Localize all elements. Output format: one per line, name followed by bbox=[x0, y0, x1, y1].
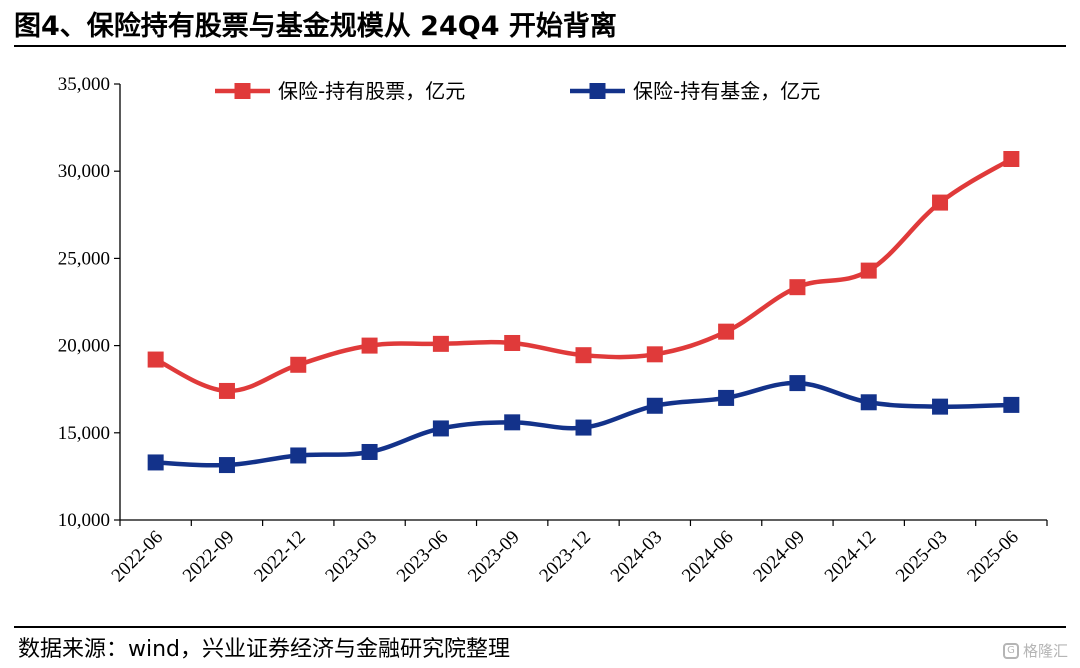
data-point bbox=[432, 335, 449, 352]
x-tick-label: 2022-09 bbox=[179, 527, 239, 587]
legend: 保险-持有股票，亿元 保险-持有基金，亿元 bbox=[215, 79, 820, 103]
legend-label: 保险-持有股票，亿元 bbox=[278, 79, 465, 103]
y-tick-label: 25,000 bbox=[58, 248, 110, 269]
data-point bbox=[789, 375, 806, 392]
data-point bbox=[860, 394, 877, 411]
x-tick-label: 2024-09 bbox=[749, 527, 809, 587]
data-point bbox=[361, 337, 378, 354]
watermark-logo-icon: G bbox=[1002, 642, 1019, 659]
data-point bbox=[1003, 150, 1020, 167]
y-tick-label: 10,000 bbox=[58, 510, 110, 531]
x-tick-label: 2024-03 bbox=[607, 527, 667, 587]
watermark: G 格隆汇 bbox=[1002, 640, 1068, 661]
series-layer bbox=[147, 150, 1020, 474]
data-point bbox=[860, 262, 877, 279]
legend-item-2: 保险-持有基金，亿元 bbox=[570, 79, 820, 103]
data-point bbox=[432, 420, 449, 437]
data-point bbox=[789, 279, 806, 296]
x-tick-label: 2023-03 bbox=[321, 527, 381, 587]
data-point bbox=[361, 443, 378, 460]
data-point bbox=[646, 397, 663, 414]
chart-title: 图4、保险持有股票与基金规模从 24Q4 开始背离 bbox=[14, 11, 617, 42]
data-point bbox=[932, 398, 949, 415]
data-point bbox=[504, 414, 521, 431]
x-tick-label: 2024-12 bbox=[821, 527, 881, 587]
x-tick-label: 2025-06 bbox=[963, 527, 1023, 587]
x-tick-label: 2022-06 bbox=[108, 527, 168, 587]
x-tick-label: 2023-09 bbox=[464, 527, 524, 587]
data-point bbox=[932, 194, 949, 211]
x-tick-label: 2023-06 bbox=[393, 527, 453, 587]
source-divider bbox=[14, 626, 1066, 628]
x-tick-label: 2024-06 bbox=[678, 527, 738, 587]
title-underline bbox=[14, 45, 1066, 47]
data-point bbox=[290, 356, 307, 373]
data-point bbox=[504, 334, 521, 351]
legend-swatch-marker bbox=[234, 83, 251, 99]
y-tick-label: 35,000 bbox=[58, 74, 110, 95]
x-tick-label: 2025-03 bbox=[892, 527, 952, 587]
data-point bbox=[218, 382, 235, 399]
data-source-note: 数据来源：wind，兴业证券经济与金融研究院整理 bbox=[18, 637, 511, 662]
data-point bbox=[1003, 396, 1020, 413]
y-tick-label: 15,000 bbox=[58, 423, 110, 444]
data-point bbox=[575, 419, 592, 436]
series-2 bbox=[147, 375, 1020, 474]
x-tick-label: 2022-12 bbox=[250, 527, 310, 587]
watermark-text: 格隆汇 bbox=[1022, 642, 1068, 660]
legend-item-1: 保险-持有股票，亿元 bbox=[215, 79, 465, 103]
data-point bbox=[147, 454, 164, 471]
series-1 bbox=[147, 150, 1020, 399]
data-point bbox=[718, 323, 735, 340]
legend-swatch-marker bbox=[589, 83, 606, 99]
data-point bbox=[290, 447, 307, 464]
legend-label: 保险-持有基金，亿元 bbox=[633, 79, 820, 103]
y-tick-label: 20,000 bbox=[58, 336, 110, 357]
data-point bbox=[575, 347, 592, 364]
axes: 10,000 15,000 20,000 25,000 30,000 35,000 2022… bbox=[58, 74, 1048, 587]
y-tick-label: 30,000 bbox=[58, 161, 110, 182]
data-point bbox=[218, 457, 235, 474]
data-point bbox=[147, 351, 164, 368]
data-point bbox=[646, 346, 663, 363]
x-tick-label: 2023-12 bbox=[535, 527, 595, 587]
data-point bbox=[718, 389, 735, 406]
